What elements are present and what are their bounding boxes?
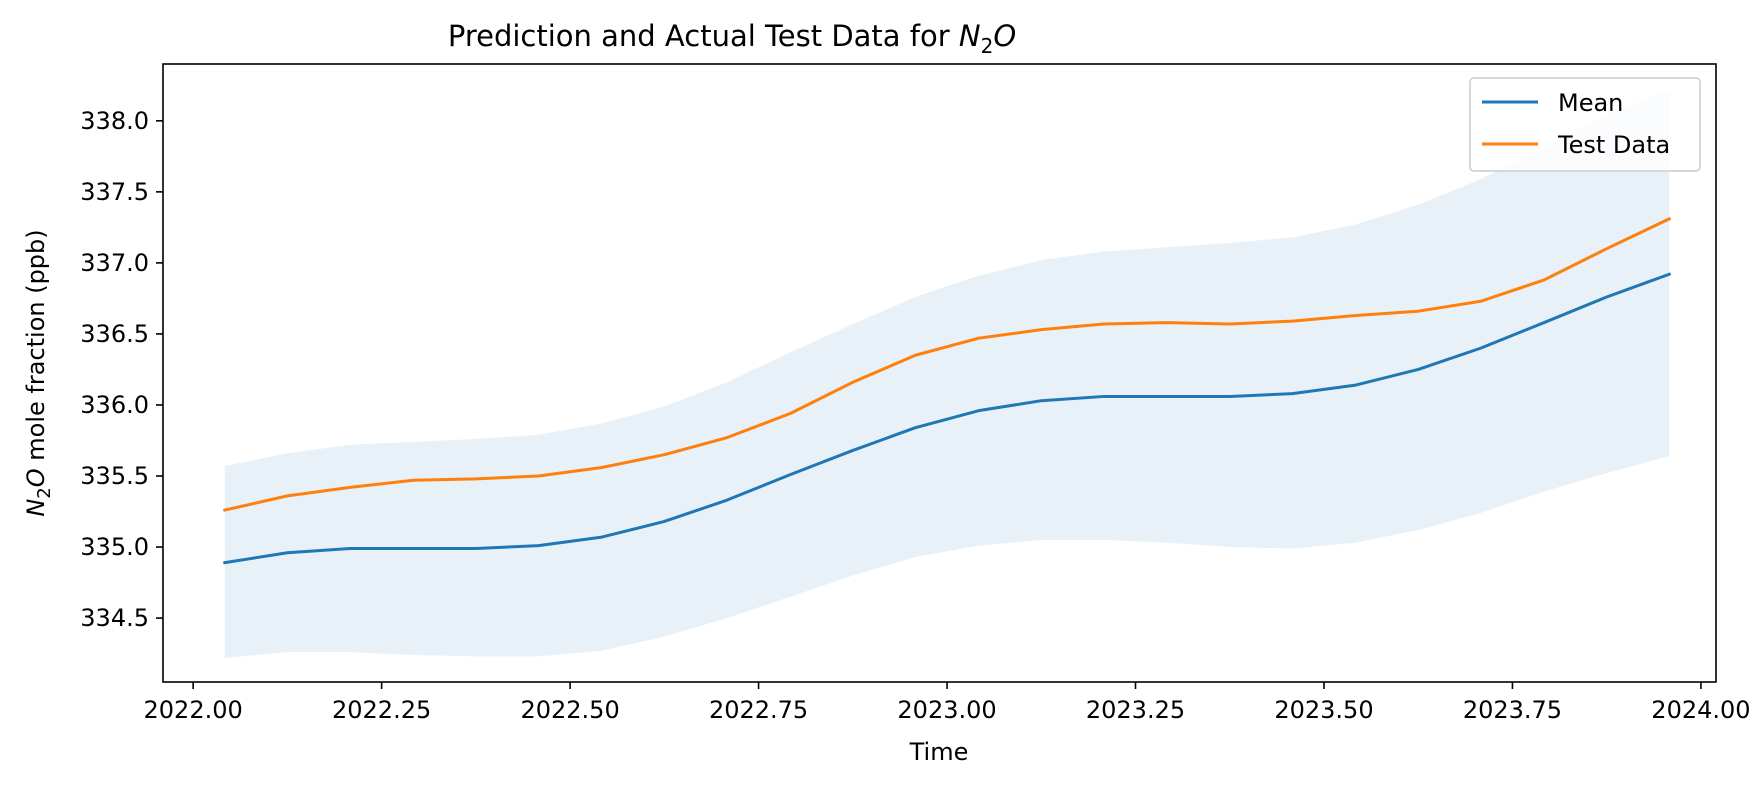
- plot-frame: [162, 63, 1717, 683]
- x-tick-label: 2023.00: [897, 696, 996, 724]
- y-tick-label: 335.0: [80, 533, 149, 561]
- y-tick-label: 336.0: [80, 391, 149, 419]
- legend: Mean Test Data: [1469, 77, 1701, 172]
- x-axis: 2022.00 2022.25 2022.50 2022.75 2023.00 2023.…: [144, 682, 1749, 724]
- x-tick-label: 2023.50: [1274, 696, 1373, 724]
- x-tick-label: 2024.00: [1651, 696, 1749, 724]
- legend-label-test-data: Test Data: [1557, 131, 1670, 159]
- legend-label-mean: Mean: [1558, 89, 1623, 117]
- x-axis-label: Time: [909, 738, 969, 766]
- x-tick-label: 2023.75: [1463, 696, 1562, 724]
- y-axis: 334.5 335.0 335.5 336.0 336.5 337.0 337.5 338.0: [80, 107, 163, 632]
- chart-title: Prediction and Actual Test Data for N2O: [448, 19, 1016, 58]
- y-tick-label: 334.5: [80, 604, 149, 632]
- series-line-mean: [223, 272, 1672, 565]
- y-tick-label: 336.5: [80, 320, 149, 348]
- y-axis-label: N2O mole fraction (ppb): [22, 229, 55, 516]
- y-tick-label: 337.5: [80, 178, 149, 206]
- series-line-test-data: [223, 216, 1672, 512]
- series-layer: [223, 216, 1672, 565]
- y-tick-label: 338.0: [80, 107, 149, 135]
- y-tick-label: 335.5: [80, 462, 149, 490]
- x-tick-label: 2023.25: [1086, 696, 1185, 724]
- confidence-band-layer: [224, 90, 1670, 658]
- x-tick-label: 2022.00: [144, 696, 243, 724]
- x-tick-label: 2022.25: [332, 696, 431, 724]
- y-tick-label: 337.0: [80, 249, 149, 277]
- confidence-band: [224, 90, 1670, 658]
- x-tick-label: 2022.75: [709, 696, 808, 724]
- x-tick-label: 2022.50: [520, 696, 619, 724]
